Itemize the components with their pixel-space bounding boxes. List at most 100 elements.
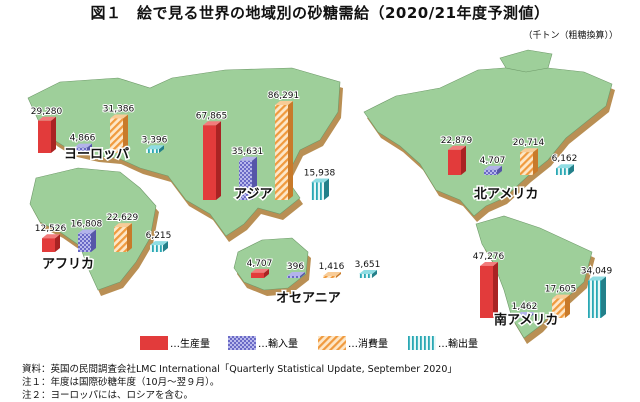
bar-top: [38, 116, 56, 121]
bar-side: [601, 276, 606, 318]
bar-value-label: 4,866: [70, 134, 96, 144]
bar-side: [127, 223, 132, 252]
bar-value-label: 3,651: [355, 260, 381, 270]
bar-front: [359, 273, 372, 278]
bar-top: [480, 261, 498, 266]
bar-南アメリカ-輸入量: 1,462: [511, 301, 538, 318]
bar-side: [87, 143, 92, 153]
bar-value-label: 17,605: [545, 285, 577, 295]
bar-top: [275, 101, 293, 105]
bar-value-label: 4,707: [480, 156, 506, 166]
bar-アフリカ-消費量: 22,629: [106, 212, 140, 252]
bar-side: [529, 312, 534, 318]
region-name-europe: ヨーロッパ: [64, 147, 129, 162]
bar-front: [323, 276, 336, 278]
bar-top: [146, 145, 164, 150]
bar-北アメリカ-消費量: 20,714: [512, 137, 546, 175]
bar-value-label: 35,631: [232, 147, 264, 157]
bar-top: [287, 272, 305, 276]
bar-top: [588, 276, 606, 281]
bar-side: [55, 234, 60, 252]
bar-top: [552, 294, 570, 299]
bar-side: [216, 121, 221, 200]
bar-front: [448, 149, 461, 175]
bar-top: [203, 121, 221, 126]
region-name-asia: アジア: [234, 187, 272, 202]
bar-value-label: 47,276: [473, 252, 505, 262]
bar-front: [110, 118, 123, 153]
bar-front: [516, 316, 529, 318]
bar-front: [42, 238, 55, 252]
bar-value-label: 22,879: [441, 136, 473, 146]
bar-side: [324, 178, 329, 200]
bar-value-label: 20,714: [513, 138, 545, 148]
legend-label: …輸入量: [258, 337, 298, 350]
bar-front: [146, 149, 159, 153]
bar-front: [38, 120, 51, 153]
bar-front: [484, 169, 497, 175]
bar-side: [372, 269, 377, 278]
bar-top: [239, 156, 257, 161]
bar-南アメリカ-生産量: 47,276: [472, 251, 506, 318]
bar-value-label: 86,291: [268, 91, 300, 101]
bar-side: [497, 165, 502, 175]
bar-top: [448, 145, 466, 150]
bar-front: [251, 272, 264, 278]
bar-オセアニア-生産量: 4,707: [246, 258, 273, 278]
bar-アジア-生産量: 67,865: [195, 110, 228, 200]
bar-value-label: 6,162: [552, 154, 578, 164]
bar-value-label: 4,707: [247, 259, 273, 269]
bar-アジア-輸出量: 15,938: [303, 167, 337, 200]
legend-item-輸出量: …輸出量: [408, 336, 478, 350]
bar-value-label: 3,396: [142, 135, 168, 145]
bar-value-label: 6,215: [146, 231, 172, 241]
bar-front: [239, 160, 252, 200]
bar-front: [556, 168, 569, 175]
bar-front: [150, 245, 163, 252]
bar-アジア-消費量: 86,291: [267, 90, 300, 200]
bar-ヨーロッパ-輸出量: 3,396: [141, 134, 169, 153]
legend: …生産量 …輸入量 …消費量 …輸出量: [140, 336, 478, 350]
bar-front: [275, 105, 288, 200]
bar-front: [480, 265, 493, 318]
bar-top: [74, 143, 92, 148]
bar-value-label: 29,280: [31, 107, 63, 117]
bar-side: [493, 261, 498, 318]
bar-value-label: 1,416: [319, 262, 345, 272]
bar-front: [311, 182, 324, 200]
bar-front: [114, 227, 127, 252]
bar-side: [461, 145, 466, 175]
bar-オセアニア-消費量: 1,416: [318, 261, 346, 278]
bar-北アメリカ-輸入量: 4,707: [479, 155, 506, 175]
bar-side: [288, 101, 293, 200]
bar-side: [264, 268, 269, 278]
bar-side: [91, 229, 96, 252]
unit-label: （千トン（粗糖換算））: [523, 31, 618, 41]
bar-side: [336, 272, 341, 278]
bar-front: [520, 152, 533, 175]
bar-side: [565, 294, 570, 318]
bar-top: [359, 269, 377, 274]
bar-side: [533, 148, 538, 175]
bar-value-label: 67,865: [196, 111, 228, 121]
land-masses: [27, 49, 613, 339]
note-2: 注２：ヨーロッパには、ロシアを含む。: [22, 390, 194, 401]
bar-top: [520, 148, 538, 153]
bar-front: [78, 233, 91, 252]
bar-layer: 29,280 4,866 31,386 3,396 67,865 35,631 86,291…: [30, 90, 614, 318]
bar-top: [150, 241, 168, 246]
bar-side: [123, 114, 128, 153]
bar-アフリカ-輸入量: 16,808: [70, 218, 104, 252]
legend-swatch: [228, 336, 256, 350]
bar-value-label: 34,049: [581, 267, 613, 277]
region-name-north-america: 北アメリカ: [474, 187, 538, 202]
bar-top: [78, 229, 96, 234]
bar-side: [300, 272, 305, 278]
bar-アフリカ-生産量: 12,526: [34, 223, 68, 252]
bar-top: [251, 268, 269, 273]
bar-top: [323, 272, 341, 276]
bar-front: [287, 276, 300, 278]
bar-top: [42, 234, 60, 239]
bar-top: [484, 165, 502, 170]
